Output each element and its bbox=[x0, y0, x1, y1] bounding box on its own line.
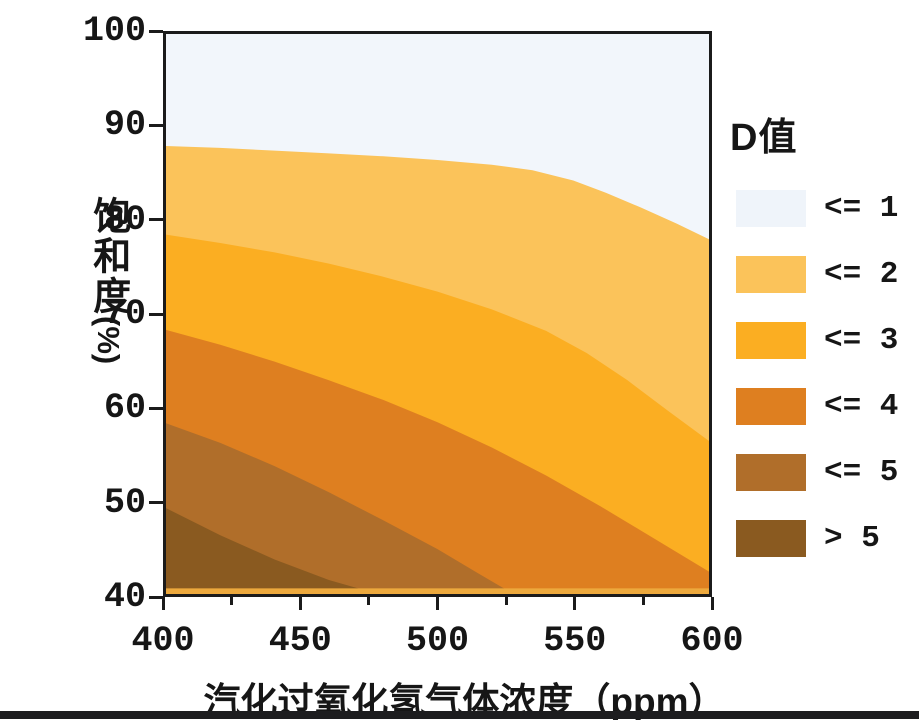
plot-area bbox=[163, 31, 712, 597]
x-axis-tick-label: 550 bbox=[543, 621, 607, 661]
y-axis-tick bbox=[149, 406, 163, 410]
legend-label: <= 5 bbox=[824, 455, 899, 490]
x-axis-tick-label: 500 bbox=[405, 621, 469, 661]
y-axis-tick-label: 70 bbox=[103, 294, 146, 334]
x-axis-tick bbox=[710, 597, 714, 610]
contour-bands bbox=[166, 146, 709, 594]
legend-title: D值 bbox=[730, 117, 798, 159]
legend-label: <= 2 bbox=[824, 257, 899, 292]
x-axis-tick bbox=[298, 597, 302, 610]
legend-label: <= 3 bbox=[824, 323, 899, 358]
y-axis-tick bbox=[149, 312, 163, 316]
legend-label: <= 1 bbox=[824, 191, 899, 226]
x-axis-tick-label: 400 bbox=[131, 621, 195, 661]
legend-label: <= 4 bbox=[824, 389, 899, 424]
legend-item: > 5 bbox=[736, 520, 916, 558]
y-axis-tick-label: 90 bbox=[103, 105, 146, 146]
y-axis-tick bbox=[149, 595, 163, 599]
legend-swatch bbox=[736, 190, 806, 227]
bottom-edge-strip bbox=[166, 588, 709, 594]
bottom-screen-bar bbox=[0, 711, 919, 719]
legend-item: <= 5 bbox=[736, 454, 916, 492]
y-axis-tick bbox=[149, 123, 163, 127]
y-axis-tick-label: 100 bbox=[82, 11, 146, 51]
y-axis-tick-label: 80 bbox=[103, 199, 146, 240]
x-axis-tick bbox=[573, 597, 577, 610]
legend-swatch bbox=[736, 388, 806, 425]
legend-swatch bbox=[736, 520, 806, 557]
x-axis-minor-tick bbox=[641, 597, 645, 605]
legend-swatch bbox=[736, 256, 806, 293]
x-axis-tick bbox=[436, 597, 439, 610]
x-axis-tick-label: 600 bbox=[680, 621, 744, 661]
legend-swatch bbox=[736, 322, 806, 359]
legend-item: <= 2 bbox=[736, 256, 916, 294]
contour-band-d5 bbox=[166, 508, 378, 594]
x-axis-tick bbox=[161, 597, 165, 610]
y-axis-tick bbox=[149, 501, 163, 505]
legend-item: <= 1 bbox=[736, 190, 916, 228]
x-axis-minor-tick bbox=[367, 597, 371, 605]
x-axis-minor-tick bbox=[230, 597, 234, 605]
y-axis-unit: (%) bbox=[90, 316, 126, 365]
y-axis-tick bbox=[149, 218, 163, 222]
y-axis-tick bbox=[149, 29, 163, 33]
y-axis-tick-label: 60 bbox=[103, 388, 146, 429]
y-axis-title-text: 饱和度 bbox=[86, 196, 129, 316]
y-axis-tick-label: 40 bbox=[103, 577, 146, 617]
legend-item: <= 4 bbox=[736, 388, 916, 426]
x-axis-minor-tick bbox=[504, 597, 508, 605]
legend-swatch bbox=[736, 454, 806, 491]
y-axis-title: 饱和度(%) bbox=[86, 196, 129, 416]
y-axis-tick-label: 50 bbox=[103, 482, 146, 523]
legend-label: > 5 bbox=[824, 521, 880, 556]
legend: D值 <= 1 <= 2 <= 3 <= 4 <= 5 > 5 bbox=[730, 106, 915, 576]
x-axis-tick-label: 450 bbox=[268, 621, 332, 661]
legend-item: <= 3 bbox=[736, 322, 916, 360]
